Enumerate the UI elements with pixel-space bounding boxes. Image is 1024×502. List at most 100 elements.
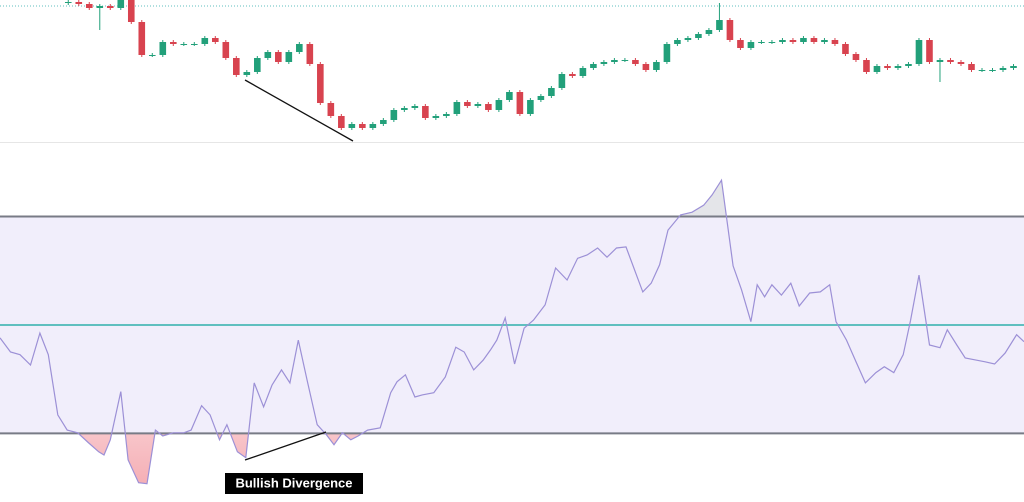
candle-body bbox=[936, 60, 944, 62]
candle-body bbox=[600, 62, 608, 64]
candle-body bbox=[726, 20, 734, 40]
candle-body bbox=[894, 66, 902, 68]
candle-body bbox=[411, 106, 419, 108]
candle-body bbox=[789, 40, 797, 42]
candle-body bbox=[527, 100, 534, 114]
candle-body bbox=[1010, 66, 1017, 68]
candle-body bbox=[506, 92, 513, 100]
candle-body bbox=[905, 64, 912, 66]
candle-body bbox=[653, 62, 660, 70]
candle-body bbox=[127, 0, 135, 22]
price-panel bbox=[0, 0, 1024, 130]
candle-body bbox=[611, 60, 618, 62]
candle-body bbox=[201, 38, 209, 44]
candle-body bbox=[548, 88, 555, 96]
candle-body bbox=[516, 92, 524, 114]
candle-body bbox=[485, 104, 492, 110]
candle-body bbox=[569, 74, 576, 76]
candle-body bbox=[737, 40, 744, 48]
candle-body bbox=[999, 68, 1007, 70]
candle-body bbox=[390, 110, 398, 120]
candle-body bbox=[317, 64, 324, 103]
candle-body bbox=[947, 60, 954, 62]
candle-body bbox=[800, 38, 807, 42]
candle-body bbox=[495, 100, 503, 110]
candle-body bbox=[831, 40, 839, 44]
candle-body bbox=[821, 40, 828, 42]
candle-body bbox=[978, 70, 986, 71]
candle-body bbox=[558, 74, 566, 88]
rsi-divergence-line bbox=[244, 431, 327, 461]
candle-body bbox=[453, 102, 461, 114]
candle-body bbox=[254, 58, 261, 72]
candle-body bbox=[338, 116, 345, 128]
candle-body bbox=[810, 38, 818, 42]
candle-body bbox=[642, 64, 650, 70]
annotation: Bullish Divergence bbox=[235, 475, 352, 490]
candle-body bbox=[285, 52, 293, 62]
candle-body bbox=[852, 54, 860, 60]
candle-body bbox=[180, 44, 188, 45]
candle-body bbox=[64, 2, 72, 3]
candle-body bbox=[369, 124, 377, 128]
oversold-fill bbox=[0, 433, 1024, 484]
candle-body bbox=[663, 44, 671, 62]
candle-body bbox=[401, 108, 408, 110]
candle-body bbox=[138, 22, 146, 55]
candle-body bbox=[989, 70, 996, 71]
candle-body bbox=[747, 42, 755, 48]
candle-body bbox=[275, 52, 282, 62]
candle-body bbox=[85, 4, 93, 8]
candle-body bbox=[306, 44, 314, 64]
candle-body bbox=[233, 58, 240, 75]
candle-body bbox=[915, 40, 923, 64]
candle-body bbox=[537, 96, 545, 100]
candle-body bbox=[674, 40, 681, 44]
candle-body bbox=[926, 40, 933, 62]
candle-body bbox=[590, 64, 597, 68]
candle-body bbox=[159, 42, 167, 55]
candle-body bbox=[222, 42, 230, 58]
candle-body bbox=[863, 60, 870, 72]
candle-body bbox=[842, 44, 849, 54]
rsi-panel bbox=[0, 178, 1024, 485]
candle-body bbox=[106, 6, 114, 8]
candle-body bbox=[380, 120, 387, 124]
candle-body bbox=[422, 106, 429, 118]
candle-body bbox=[117, 0, 125, 8]
candle-body bbox=[884, 66, 891, 68]
candle-body bbox=[758, 42, 765, 43]
candle-body bbox=[359, 124, 366, 128]
candle-body bbox=[684, 38, 692, 40]
price-divergence-line bbox=[244, 79, 354, 142]
candle-body bbox=[779, 40, 786, 42]
overbought-fill bbox=[679, 180, 727, 216]
candle-body bbox=[579, 68, 587, 76]
candle-body bbox=[296, 44, 303, 52]
candle-body bbox=[243, 72, 251, 75]
candle-body bbox=[190, 44, 198, 45]
candle-body bbox=[432, 116, 440, 118]
candle-body bbox=[716, 20, 723, 30]
candle-body bbox=[348, 124, 356, 128]
candle-body bbox=[212, 38, 219, 42]
candle-body bbox=[148, 55, 156, 56]
candle-body bbox=[464, 102, 471, 106]
candle-body bbox=[873, 66, 881, 72]
candle-body bbox=[957, 62, 965, 64]
candle-body bbox=[474, 104, 482, 106]
candle-body bbox=[75, 2, 83, 4]
candle-body bbox=[621, 60, 629, 61]
rsi-line bbox=[0, 178, 1024, 485]
candle-body bbox=[264, 52, 272, 58]
candle-body bbox=[443, 114, 450, 116]
candle-body bbox=[327, 103, 335, 116]
annotation-box bbox=[225, 473, 363, 494]
candle-body bbox=[695, 34, 702, 38]
candle-body bbox=[768, 42, 776, 43]
candle-body bbox=[705, 30, 713, 34]
candle-body bbox=[968, 64, 975, 70]
candle-body bbox=[96, 6, 104, 8]
candle-body bbox=[169, 42, 177, 44]
